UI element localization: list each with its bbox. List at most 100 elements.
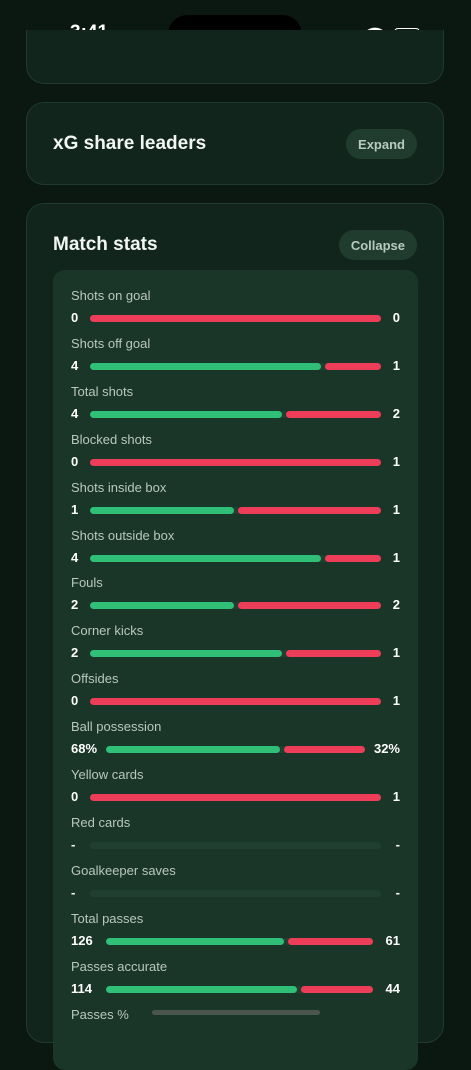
stat-row: Total passes 126 61 [71, 911, 400, 959]
stat-away-value: 1 [392, 693, 400, 709]
stat-row: Offsides 0 1 [71, 671, 400, 719]
stat-away-value: 2 [392, 405, 400, 421]
stat-row: Shots inside box 1 1 [71, 480, 400, 528]
stat-row: Yellow cards 0 1 [71, 767, 400, 815]
stat-label: Passes accurate [71, 958, 168, 974]
stat-label: Blocked shots [71, 431, 152, 447]
stat-bar-away [324, 554, 381, 562]
stat-row: Goalkeeper saves - - [71, 863, 400, 911]
stat-bar [90, 506, 381, 514]
stat-home-value: 0 [71, 310, 79, 325]
stat-bar-away [324, 362, 381, 370]
stat-away-value: - [395, 836, 400, 852]
stat-home-value: - [71, 836, 76, 852]
stat-bar-home [106, 937, 284, 945]
stat-bar [90, 841, 381, 849]
stat-bar [90, 362, 381, 370]
stat-bar-away [284, 746, 365, 754]
stat-bar-home [90, 410, 283, 418]
stat-row: Shots off goal 4 1 [71, 336, 400, 384]
stat-label: Fouls [71, 575, 103, 591]
stat-home-value: - [71, 884, 76, 900]
stats-list: Shots on goal 0 0 Shots off goal 4 1 Total sho… [53, 270, 418, 1070]
stat-bar-away [300, 985, 373, 993]
stat-home-value: 4 [71, 549, 79, 565]
stat-row: Blocked shots 0 1 [71, 432, 400, 480]
stat-label: Goalkeeper saves [71, 862, 176, 878]
stat-away-value: 1 [392, 357, 400, 373]
stat-bar [90, 458, 381, 466]
stat-bar-away [90, 794, 381, 801]
stat-away-value: 44 [385, 980, 400, 996]
stat-bar-home [106, 746, 281, 754]
stat-bar [90, 315, 381, 322]
match-card-title: Match stats [53, 234, 158, 255]
xg-card-title: xG share leaders [53, 133, 207, 154]
match-stats-card: Match stats Collapse Shots on goal 0 0 Shot… [26, 203, 444, 1070]
stat-bar-away [286, 650, 381, 658]
stat-home-value: 0 [71, 789, 79, 804]
stat-bar-home [90, 506, 234, 514]
stat-home-value: 2 [71, 645, 79, 661]
stat-away-value: 1 [392, 501, 400, 517]
stat-row: Corner kicks 2 1 [71, 623, 400, 671]
stat-label: Red cards [71, 814, 131, 830]
stat-home-value: 114 [71, 980, 92, 996]
stat-label: Total shots [71, 383, 134, 399]
stat-bar-away [286, 410, 381, 418]
stat-bar-home [90, 650, 283, 658]
stat-away-value: 2 [392, 597, 400, 613]
stat-bar-away [287, 937, 373, 945]
stat-home-value: 1 [71, 501, 79, 517]
stat-away-value: 1 [392, 549, 400, 565]
stat-home-value: 0 [71, 453, 79, 469]
stat-row: Passes accurate 114 44 [71, 959, 400, 1007]
previous-card [26, 30, 444, 84]
stat-bar [90, 650, 381, 658]
stat-row: Shots on goal 0 0 [71, 288, 400, 336]
stat-away-value: - [395, 884, 400, 900]
stat-home-value: 2 [71, 597, 79, 613]
stat-away-value: 1 [392, 453, 400, 469]
stat-bar-home [106, 985, 297, 993]
stat-bar-home [90, 554, 321, 562]
xg-share-card: xG share leaders Expand [26, 102, 444, 185]
stat-home-value: 4 [71, 405, 79, 421]
stat-away-value: 32% [373, 741, 400, 757]
expand-button[interactable]: Expand [346, 129, 417, 159]
stat-bar [90, 602, 381, 610]
stat-label: Passes % [71, 1006, 129, 1022]
stat-label: Corner kicks [71, 623, 144, 639]
stat-bar-away [90, 458, 381, 466]
stat-bar-away [237, 602, 381, 610]
stat-away-value: 61 [385, 932, 400, 948]
stat-home-value: 68% [71, 741, 98, 757]
stat-label: Shots inside box [71, 479, 167, 495]
stat-label: Ball possession [71, 719, 162, 735]
stat-bar [90, 794, 381, 801]
stat-bar [106, 937, 373, 945]
stat-bar [90, 889, 381, 897]
stat-bar-away [237, 506, 381, 514]
stat-away-value: 1 [392, 645, 400, 661]
stat-away-value: 1 [392, 789, 400, 804]
stat-label: Shots off goal [71, 335, 151, 351]
stat-row: Shots outside box 4 1 [71, 528, 400, 576]
stat-bar [90, 698, 381, 706]
stat-row: Total shots 4 2 [71, 384, 400, 432]
stat-away-value: 0 [392, 310, 400, 325]
stat-home-value: 0 [71, 693, 79, 709]
stat-bar [106, 746, 365, 754]
stat-bar-home [90, 602, 234, 610]
stat-bar-away [90, 315, 381, 322]
stat-row: Fouls 2 2 [71, 575, 400, 623]
stat-home-value: 126 [71, 932, 93, 948]
stat-label: Yellow cards [71, 767, 144, 782]
collapse-button[interactable]: Collapse [338, 230, 417, 260]
stat-row: Red cards - - [71, 815, 400, 863]
stat-bar [90, 554, 381, 562]
stat-bar [90, 410, 381, 418]
stat-label: Shots outside box [71, 527, 175, 543]
home-indicator[interactable] [152, 1010, 320, 1015]
stat-bar-home [90, 362, 321, 370]
